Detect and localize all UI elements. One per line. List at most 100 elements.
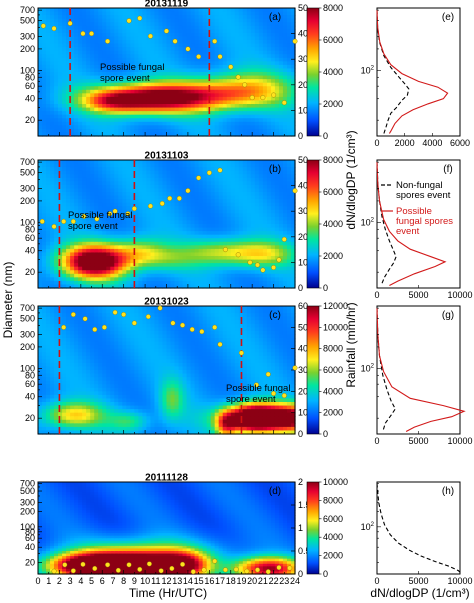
heatmap-cell — [186, 8, 192, 13]
heatmap-cell — [198, 82, 204, 87]
heatmap-cell — [190, 252, 196, 257]
heatmap-cell — [198, 263, 204, 268]
heatmap-cell — [230, 8, 236, 13]
heatmap-cell — [146, 195, 152, 200]
heatmap-cell — [54, 266, 59, 271]
heatmap-cell — [126, 36, 131, 41]
heatmap-cell — [198, 79, 204, 84]
heatmap-cell — [234, 227, 240, 232]
heatmap-cell — [262, 206, 268, 211]
heatmap-cell — [166, 163, 172, 168]
heatmap-cell — [258, 11, 264, 16]
heatmap-cell — [258, 18, 264, 23]
heatmap-cell — [190, 15, 196, 20]
heatmap-cell — [54, 86, 59, 91]
heatmap-cell — [190, 29, 196, 34]
rain-point — [137, 15, 143, 21]
heatmap-cell — [278, 220, 284, 225]
heatmap-cell — [54, 163, 59, 168]
heatmap-cell — [118, 238, 123, 243]
heatmap-cell — [262, 68, 268, 73]
heatmap-cell — [258, 121, 264, 126]
heatmap-cell — [178, 259, 184, 264]
heatmap-cell — [202, 259, 208, 264]
heatmap-cell — [226, 231, 232, 236]
heatmap-cell — [246, 167, 252, 172]
heatmap-cell — [138, 284, 144, 289]
heatmap-cell — [218, 234, 224, 239]
heatmap-cell — [106, 68, 111, 73]
heatmap-cell — [58, 128, 63, 134]
heatmap-cell — [138, 266, 144, 271]
heatmap-cell — [58, 209, 63, 214]
heatmap-cell — [266, 270, 272, 275]
heatmap-cell — [130, 167, 135, 172]
heatmap-cell — [126, 11, 131, 16]
heatmap-cell — [146, 40, 152, 45]
heatmap-cell — [266, 25, 272, 30]
heatmap-cell — [210, 93, 216, 98]
heatmap-cell — [278, 89, 284, 94]
heatmap-cell — [146, 224, 152, 229]
heatmap-cell — [42, 64, 47, 70]
heatmap-cell — [78, 245, 83, 250]
y-axis-label-diameter: Diameter (nm) — [1, 262, 15, 339]
heatmap-cell — [258, 86, 264, 91]
heatmap-cell — [90, 96, 95, 102]
heatmap-cell — [50, 177, 55, 182]
heatmap-cell — [74, 79, 79, 84]
heatmap-cell — [70, 25, 75, 30]
heatmap-cell — [118, 61, 123, 66]
heatmap-cell — [66, 118, 71, 123]
heatmap-cell — [78, 43, 83, 48]
heatmap-cell — [210, 163, 216, 168]
heatmap-cell — [270, 89, 276, 94]
heatmap-cell — [150, 195, 156, 200]
heatmap-cell — [78, 213, 83, 218]
heatmap-cell — [194, 68, 200, 73]
heatmap-cell — [214, 64, 220, 70]
heatmap-cell — [54, 252, 59, 257]
heatmap-cell — [198, 231, 204, 236]
heatmap-cell — [274, 163, 280, 168]
heatmap-cell — [110, 15, 115, 20]
heatmap-cell — [62, 181, 67, 186]
heatmap-cell — [182, 114, 188, 119]
heatmap-cell — [206, 57, 212, 62]
heatmap-cell — [182, 234, 188, 239]
heatmap-cell — [262, 252, 268, 257]
heatmap-cell — [194, 160, 200, 165]
heatmap-cell — [110, 118, 115, 123]
heatmap-cell — [254, 68, 260, 73]
heatmap-cell — [42, 277, 47, 282]
heatmap-cell — [106, 75, 111, 80]
heatmap-cell — [118, 195, 123, 200]
heatmap-cell — [110, 75, 115, 80]
rain-point — [147, 203, 153, 209]
heatmap-cell — [114, 202, 119, 207]
heatmap-cell — [158, 40, 164, 45]
heatmap-cell — [70, 209, 75, 214]
heatmap-cell — [38, 323, 43, 328]
heatmap-cell — [210, 220, 216, 225]
heatmap-cell — [82, 54, 87, 59]
heatmap-cell — [74, 82, 79, 87]
heatmap-cell — [110, 163, 115, 168]
heatmap-cell — [282, 68, 288, 73]
heatmap-cell — [86, 18, 91, 23]
heatmap-cell — [118, 22, 123, 27]
heatmap-cell — [158, 241, 164, 246]
heatmap-cell — [178, 241, 184, 246]
heatmap-cell — [78, 284, 83, 289]
heatmap-cell — [202, 40, 208, 45]
heatmap-cell — [198, 177, 204, 182]
heatmap-cell — [210, 184, 216, 190]
heatmap-cell — [62, 11, 67, 16]
heatmap-cell — [158, 231, 164, 236]
heatmap-cell — [90, 121, 95, 126]
heatmap-cell — [138, 54, 144, 59]
heatmap-cell — [254, 202, 260, 207]
heatmap-cell — [198, 64, 204, 70]
heatmap-cell — [162, 248, 168, 254]
heatmap-cell — [254, 96, 260, 102]
